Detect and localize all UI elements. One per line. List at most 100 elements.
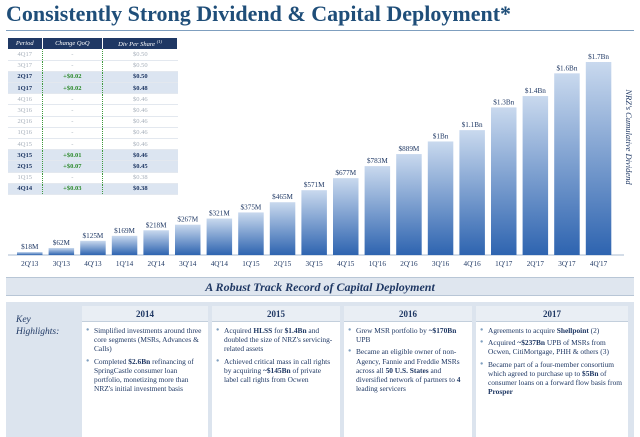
highlights-column-2015: 2015 Acquired HLSS for $1.4Bn and doubled… <box>212 306 340 437</box>
highlight-text: for <box>272 326 285 335</box>
table-row: 1Q16- $0.46 <box>8 127 178 140</box>
table-row: 1Q17 +$0.02 $0.48 <box>8 82 178 95</box>
period-cell: 3Q17 <box>8 60 43 72</box>
bar-4Q'15 <box>333 178 359 255</box>
y-axis-label: NRZ's Cumulative Dividend <box>624 88 634 185</box>
highlight-list: Agreements to acquire Shellpoint (2) Acqu… <box>476 322 628 396</box>
dividend-table-header: Period Change QoQ Div Per Share (1) <box>8 38 178 49</box>
data-label: $1.7Bn <box>588 53 609 61</box>
table-row: 4Q14 +$0.03 $0.38 <box>8 183 178 195</box>
x-tick-label: 1Q'17 <box>495 260 513 268</box>
highlight-text: Became part of a four-member consortium … <box>488 359 615 378</box>
cumulative-dividend-chart: $18M $62M $125M $169M $218M $267M $321M $375M $4… <box>0 32 640 278</box>
data-label: $169M <box>114 227 135 235</box>
x-tick-label: 3Q'17 <box>558 260 576 268</box>
highlight-text: Completed <box>94 356 129 366</box>
highlights-column-2014: 2014 Simplified investments around three … <box>82 306 208 437</box>
period-cell: 1Q17 <box>8 82 43 95</box>
change-cell: - <box>41 60 104 72</box>
title-divider <box>6 30 634 31</box>
table-row: 2Q15 +$0.07 $0.45 <box>8 160 178 173</box>
x-tick-label: 1Q'14 <box>116 260 134 268</box>
period-cell: 4Q16 <box>8 93 43 106</box>
highlight-list: Grew MSR portfolio by ~$170Bn UPB Became … <box>344 322 472 393</box>
bar-4Q'17 <box>585 62 612 255</box>
change-cell: +$0.03 <box>41 183 104 195</box>
change-cell: - <box>41 138 104 151</box>
table-row: 4Q17- $0.50 <box>8 49 178 61</box>
change-cell: - <box>41 49 104 61</box>
dividend-table: Period Change QoQ Div Per Share (1) 4Q17… <box>8 38 178 195</box>
data-label: $1.1Bn <box>462 121 483 129</box>
data-label: $1.3Bn <box>493 98 514 106</box>
x-tick-label: 4Q'15 <box>337 260 355 268</box>
highlight-text: UPB of MSRs from Ocwen, CitiMortgage, PH… <box>488 338 606 357</box>
table-row: 3Q15 +$0.01 $0.46 <box>8 149 178 162</box>
x-tick-label: 4Q'17 <box>590 260 608 268</box>
highlight-bullet: Acquired ~$237Bn UPB of MSRs from Ocwen,… <box>480 338 624 357</box>
change-header: Change QoQ <box>42 38 104 49</box>
div-cell: $0.50 <box>102 60 178 72</box>
div-cell: $0.46 <box>102 116 178 128</box>
highlight-emphasis: $1.4Bn <box>284 326 307 335</box>
table-row: 4Q16- $0.46 <box>8 93 178 106</box>
bar-2Q'14 <box>143 230 169 255</box>
change-cell: +$0.02 <box>41 82 104 95</box>
change-cell: +$0.02 <box>41 71 104 84</box>
x-tick-label: 3Q'15 <box>306 260 324 268</box>
highlight-text: and diversified network of partners to <box>356 365 457 385</box>
table-row: 4Q15- $0.46 <box>8 138 178 151</box>
highlight-text: and doubled the size of NRZ's servicing-… <box>224 326 333 354</box>
data-label: $1.4Bn <box>525 87 546 95</box>
x-tick-label: 3Q'14 <box>179 260 197 268</box>
table-row: 2Q16- $0.46 <box>8 116 178 128</box>
div-cell: $0.50 <box>102 71 178 84</box>
table-row: 1Q15- $0.38 <box>8 172 178 184</box>
div-cell: $0.46 <box>102 127 178 140</box>
highlight-bullet: Achieved critical mass in call rights by… <box>216 357 336 385</box>
bar-2Q'17 <box>522 96 549 255</box>
highlight-bullet: Agreements to acquire Shellpoint (2) <box>480 326 624 335</box>
highlight-bullet: Completed $2.6Bn refinancing of SpringCa… <box>86 356 204 394</box>
data-label: $218M <box>146 221 167 229</box>
highlight-text: of private label call rights from Ocwen <box>224 365 322 385</box>
highlight-emphasis: Prosper <box>488 387 513 397</box>
highlight-text: (2) <box>588 326 600 335</box>
key-highlights-label-line1: Key <box>16 315 31 325</box>
period-cell: 4Q15 <box>8 138 43 151</box>
highlight-emphasis: HLSS <box>253 326 273 335</box>
div-cell: $0.45 <box>102 160 178 173</box>
page-title: Consistently Strong Dividend & Capital D… <box>6 1 512 26</box>
data-label: $375M <box>241 203 262 211</box>
highlight-text: Became an eligible owner of non-Agency, … <box>356 347 460 375</box>
bar-4Q'13 <box>80 240 106 255</box>
year-heading: 2016 <box>344 306 472 322</box>
div-cell: $0.38 <box>102 183 178 195</box>
x-tick-label: 4Q'14 <box>211 260 229 268</box>
table-row: 2Q17 +$0.02 $0.50 <box>8 71 178 84</box>
highlight-bullet: Grew MSR portfolio by ~$170Bn UPB <box>348 326 468 344</box>
data-label: $677M <box>335 169 356 177</box>
year-heading: 2017 <box>476 306 628 322</box>
x-tick-label: 4Q'13 <box>84 260 102 268</box>
highlight-text: leading servicers <box>356 384 406 394</box>
div-cell: $0.46 <box>102 93 178 106</box>
x-tick-label: 1Q'16 <box>369 260 387 268</box>
x-tick-label: 2Q'13 <box>21 260 39 268</box>
data-label: $62M <box>53 239 71 247</box>
highlight-bullet: Acquired HLSS for $1.4Bn and doubled the… <box>216 326 336 354</box>
x-tick-label: 3Q'16 <box>432 260 450 268</box>
div-cell: $0.50 <box>102 49 178 61</box>
chart-svg: $18M $62M $125M $169M $218M $267M $321M $375M $4… <box>8 53 634 268</box>
bar-2Q'15 <box>269 202 296 255</box>
bar-4Q'16 <box>459 130 485 255</box>
bar-1Q'15 <box>238 212 264 255</box>
x-tick-label: 4Q'16 <box>464 260 482 268</box>
change-cell: - <box>41 93 104 106</box>
div-cell: $0.48 <box>102 82 178 95</box>
bar-3Q'16 <box>427 141 454 255</box>
change-cell: +$0.07 <box>41 160 104 173</box>
highlight-text: of consumer loans on a forward flow basi… <box>488 368 623 388</box>
highlight-list: Simplified investments around three core… <box>82 322 208 393</box>
data-label: $465M <box>272 193 293 201</box>
